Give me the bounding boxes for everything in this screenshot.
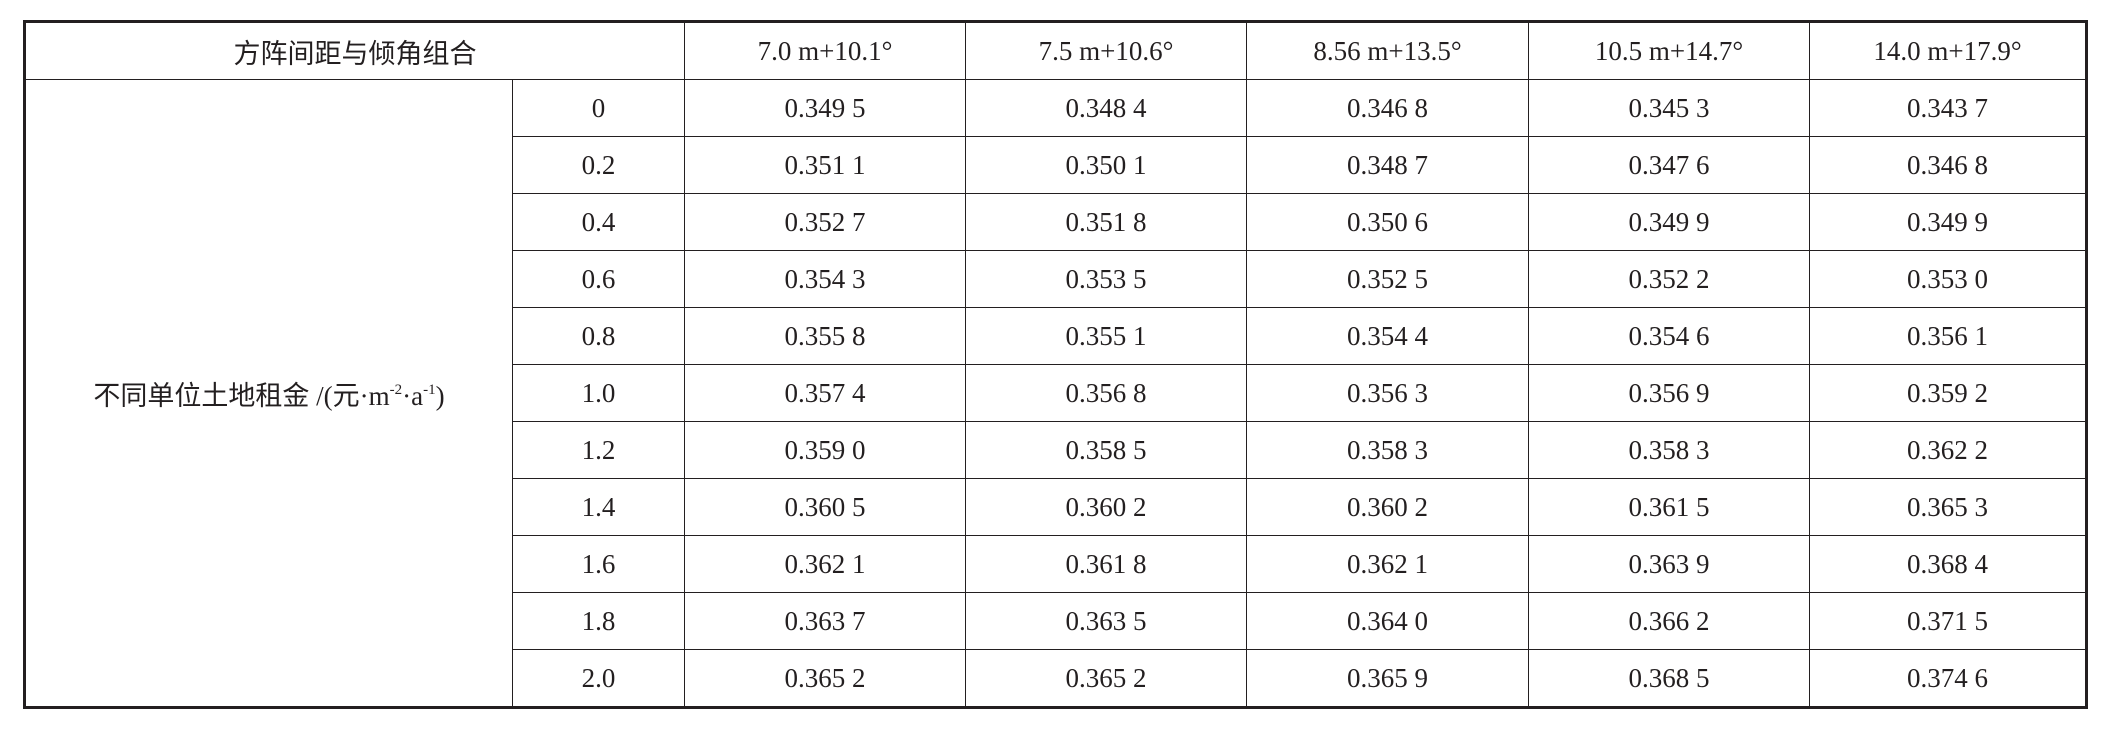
column-header: 7.0 m+10.1° <box>684 21 966 80</box>
value-cell: 0.355 8 <box>684 307 966 365</box>
data-row: 不同单位土地租金 /(元·m-2·a-1) 0 0.349 5 0.348 4 0.34… <box>24 79 2087 708</box>
row-label: 1.4 <box>512 478 685 536</box>
value-cell: 0.356 8 <box>965 364 1247 422</box>
row-label: 1.8 <box>512 592 685 650</box>
value-cell: 0.354 4 <box>1246 307 1529 365</box>
value-cell: 0.346 8 <box>1246 79 1529 137</box>
value-cell: 0.359 2 <box>1809 364 2087 422</box>
value-cell: 0.349 9 <box>1528 193 1810 251</box>
value-cell: 0.347 6 <box>1528 136 1810 194</box>
superscript: -1 <box>423 381 436 398</box>
superscript: -2 <box>389 381 403 398</box>
value-cell: 0.352 7 <box>684 193 966 251</box>
value-cell: 0.362 1 <box>1246 535 1529 593</box>
value-cell: 0.349 5 <box>684 79 966 137</box>
value-cell: 0.349 9 <box>1809 193 2087 251</box>
column-header: 14.0 m+17.9° <box>1809 21 2087 80</box>
group-label: 不同单位土地租金 /(元·m-2·a-1) <box>24 79 513 708</box>
value-cell: 0.360 2 <box>1246 478 1529 536</box>
value-cell: 0.358 3 <box>1528 421 1810 479</box>
row-label: 0 <box>512 79 685 137</box>
value-cell: 0.365 2 <box>684 649 966 708</box>
row-label: 2.0 <box>512 649 685 708</box>
value-cell: 0.362 1 <box>684 535 966 593</box>
value-cell: 0.356 3 <box>1246 364 1529 422</box>
value-cell: 0.354 6 <box>1528 307 1810 365</box>
row-label: 0.6 <box>512 250 685 308</box>
value-cell: 0.348 4 <box>965 79 1247 137</box>
value-cell: 0.355 1 <box>965 307 1247 365</box>
data-row: 1.2 0.359 0 0.358 5 0.358 3 0.358 3 0.362 2 <box>25 421 2087 479</box>
data-row: 1.4 0.360 5 0.360 2 0.360 2 0.361 5 0.365 3 <box>25 478 2087 536</box>
value-cell: 0.350 1 <box>965 136 1247 194</box>
value-cell: 0.363 5 <box>965 592 1247 650</box>
row-label: 0.4 <box>512 193 685 251</box>
row-label: 0.8 <box>512 307 685 365</box>
value-cell: 0.351 1 <box>684 136 966 194</box>
label-text: ) <box>435 380 445 411</box>
value-cell: 0.359 0 <box>684 421 966 479</box>
value-cell: 0.363 9 <box>1528 535 1810 593</box>
data-row: 1.0 0.357 4 0.356 8 0.356 3 0.356 9 0.359 2 <box>25 364 2087 422</box>
column-header: 7.5 m+10.6° <box>965 21 1247 80</box>
value-cell: 0.363 7 <box>684 592 966 650</box>
value-cell: 0.353 0 <box>1809 250 2087 308</box>
header-row: 方阵间距与倾角组合 7.0 m+10.1° 7.5 m+10.6° 8.56 m+13… <box>24 21 2087 80</box>
data-row: 1.8 0.363 7 0.363 5 0.364 0 0.366 2 0.371 5 <box>25 592 2087 650</box>
value-cell: 0.361 8 <box>965 535 1247 593</box>
value-cell: 0.354 3 <box>684 250 966 308</box>
value-cell: 0.348 7 <box>1246 136 1529 194</box>
value-cell: 0.365 9 <box>1246 649 1529 708</box>
data-row: 0.8 0.355 8 0.355 1 0.354 4 0.354 6 0.356 1 <box>25 307 2087 365</box>
value-cell: 0.343 7 <box>1809 79 2087 137</box>
value-cell: 0.371 5 <box>1809 592 2087 650</box>
value-cell: 0.360 5 <box>684 478 966 536</box>
label-text: 不同单位土地租金 /(元·m <box>93 380 390 411</box>
value-cell: 0.352 5 <box>1246 250 1529 308</box>
data-row: 0.6 0.354 3 0.353 5 0.352 5 0.352 2 0.353 0 <box>25 250 2087 308</box>
data-row: 0.4 0.352 7 0.351 8 0.350 6 0.349 9 0.349 9 <box>25 193 2087 251</box>
label-text: ·a <box>402 380 424 411</box>
value-cell: 0.374 6 <box>1809 649 2087 708</box>
row-label: 1.6 <box>512 535 685 593</box>
value-cell: 0.368 4 <box>1809 535 2087 593</box>
row-label: 0.2 <box>512 136 685 194</box>
row-label: 1.2 <box>512 421 685 479</box>
value-cell: 0.365 2 <box>965 649 1247 708</box>
value-cell: 0.346 8 <box>1809 136 2087 194</box>
column-header: 10.5 m+14.7° <box>1528 21 1810 80</box>
value-cell: 0.357 4 <box>684 364 966 422</box>
data-row: 2.0 0.365 2 0.365 2 0.365 9 0.368 5 0.374 6 <box>25 649 2087 708</box>
data-table: 方阵间距与倾角组合 7.0 m+10.1° 7.5 m+10.6° 8.56 m+13… <box>23 20 2088 709</box>
value-cell: 0.364 0 <box>1246 592 1529 650</box>
value-cell: 0.353 5 <box>965 250 1247 308</box>
value-cell: 0.356 9 <box>1528 364 1810 422</box>
value-cell: 0.358 3 <box>1246 421 1529 479</box>
value-cell: 0.362 2 <box>1809 421 2087 479</box>
value-cell: 0.368 5 <box>1528 649 1810 708</box>
column-header: 8.56 m+13.5° <box>1246 21 1529 80</box>
value-cell: 0.366 2 <box>1528 592 1810 650</box>
value-cell: 0.345 3 <box>1528 79 1810 137</box>
value-cell: 0.361 5 <box>1528 478 1810 536</box>
table-body: 方阵间距与倾角组合 7.0 m+10.1° 7.5 m+10.6° 8.56 m+13… <box>24 21 2087 708</box>
row-label: 1.0 <box>512 364 685 422</box>
value-cell: 0.365 3 <box>1809 478 2087 536</box>
value-cell: 0.351 8 <box>965 193 1247 251</box>
corner-header: 方阵间距与倾角组合 <box>24 21 685 80</box>
value-cell: 0.358 5 <box>965 421 1247 479</box>
value-cell: 0.356 1 <box>1809 307 2087 365</box>
data-row: 1.6 0.362 1 0.361 8 0.362 1 0.363 9 0.368 4 <box>25 535 2087 593</box>
value-cell: 0.350 6 <box>1246 193 1529 251</box>
value-cell: 0.360 2 <box>965 478 1247 536</box>
value-cell: 0.352 2 <box>1528 250 1810 308</box>
